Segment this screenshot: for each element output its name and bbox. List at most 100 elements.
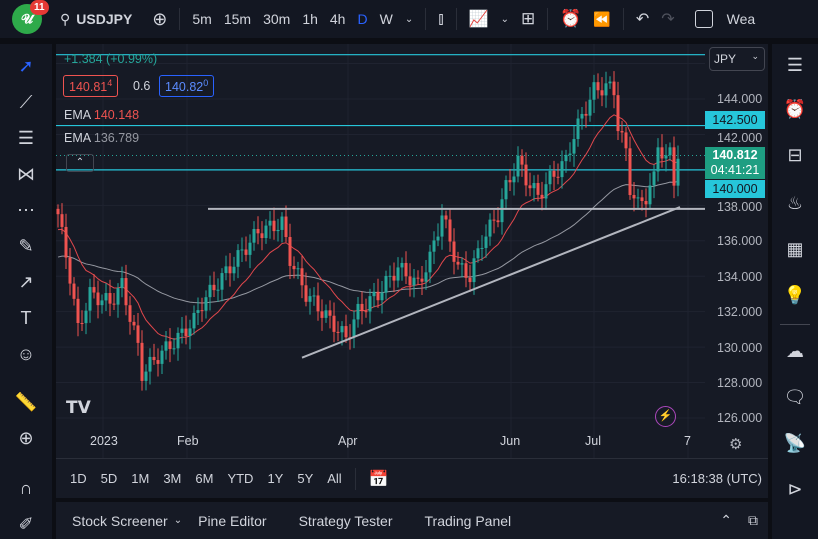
currency-select[interactable]: JPY ⌄ <box>709 47 765 71</box>
interval-d[interactable]: D <box>357 11 368 27</box>
search-icon[interactable]: ⚲ <box>60 10 71 27</box>
candle-body <box>364 311 368 313</box>
range-1y[interactable]: 1Y <box>267 471 284 486</box>
replay-icon[interactable]: ⏪ <box>593 10 611 27</box>
object-tree-icon[interactable]: ⊟ <box>787 145 803 165</box>
candle-body <box>448 219 452 242</box>
interval-w[interactable]: W <box>379 11 393 27</box>
text-icon[interactable]: T <box>20 308 32 328</box>
interval-30m[interactable]: 30m <box>263 11 291 27</box>
fullscreen-icon[interactable] <box>694 10 713 28</box>
emoji-icon[interactable]: ☺ <box>16 344 36 364</box>
candle-type-icon[interactable]: ⫾ <box>438 9 444 28</box>
logo-avatar[interactable]: 𝓤 11 <box>12 0 49 34</box>
brush-icon[interactable]: ✎ <box>18 236 34 256</box>
price-tick: 126.000 <box>717 411 763 425</box>
collapse-legend-button[interactable]: ⌃ <box>66 154 94 172</box>
candle-body <box>648 185 652 205</box>
layout-grid-icon[interactable]: ⊞ <box>520 9 536 28</box>
buy-button[interactable]: 140.820 <box>159 75 215 98</box>
magnet-icon[interactable]: ∩ <box>19 478 33 498</box>
lock-drawings-icon[interactable]: ✐ <box>18 514 34 534</box>
interval-5m[interactable]: 5m <box>192 11 212 27</box>
tradingview-logo[interactable]: 𝗧𝗩 <box>66 398 91 417</box>
arrow-icon[interactable]: ↗ <box>18 272 34 292</box>
range-1d[interactable]: 1D <box>70 471 87 486</box>
interval-4h[interactable]: 4h <box>329 11 346 27</box>
candle-body <box>560 161 564 178</box>
goto-date-icon[interactable]: 📅 <box>368 470 389 488</box>
range-5y[interactable]: 5Y <box>297 471 314 486</box>
ema-label: EMA <box>64 108 91 122</box>
chart-settings-icon[interactable]: ⚙ <box>729 436 743 453</box>
chat-cloud-icon[interactable]: ☁ <box>786 341 804 361</box>
range-1m[interactable]: 1M <box>131 471 150 486</box>
price-tick: 136.000 <box>717 234 763 248</box>
candle-body <box>244 249 248 255</box>
sell-button[interactable]: 140.814 <box>63 75 119 98</box>
candle-body <box>152 356 156 361</box>
watchlist-icon[interactable]: ☰ <box>786 55 804 75</box>
time-tick: Jun <box>500 434 521 448</box>
range-6m[interactable]: 6M <box>195 471 214 486</box>
redo-icon[interactable]: ↷ <box>661 11 675 28</box>
candle-body <box>188 328 192 337</box>
candle-body <box>668 147 672 156</box>
alert-tag-high[interactable]: 142.500 <box>705 111 765 129</box>
interval-1h[interactable]: 1h <box>302 11 318 27</box>
projection-icon[interactable]: ⋯ <box>17 200 35 220</box>
candle-body <box>620 131 624 133</box>
lightning-icon[interactable]: ⚡ <box>655 406 676 427</box>
candle-body <box>384 275 388 293</box>
tab-strategy-tester[interactable]: Strategy Tester <box>298 512 393 529</box>
price-chart[interactable] <box>56 44 768 458</box>
hotlist-fire-icon[interactable]: ♨ <box>786 193 804 213</box>
tab-trading-panel[interactable]: Trading Panel <box>424 512 512 529</box>
alert-tag-low[interactable]: 140.000 <box>705 180 765 198</box>
alarm-icon[interactable]: ⏰ <box>783 99 807 119</box>
candle-body <box>584 113 588 116</box>
alarm-add-icon[interactable]: ⏰ <box>560 9 582 28</box>
trendline-icon[interactable]: ⟋ <box>19 92 33 112</box>
tab-pine-editor[interactable]: Pine Editor <box>198 512 267 529</box>
candle-body <box>76 298 80 323</box>
ema-slow-legend[interactable]: EMA 136.789 <box>64 131 139 145</box>
range-ytd[interactable]: YTD <box>227 471 254 486</box>
interval-15m[interactable]: 15m <box>223 11 252 27</box>
symbol-search[interactable]: USDJPY <box>76 11 133 27</box>
compare-add-icon[interactable]: ⊕ <box>152 8 168 29</box>
pattern-icon[interactable]: ⋈ <box>17 164 35 184</box>
clock[interactable]: 16:18:38 (UTC) <box>672 471 762 486</box>
range-5d[interactable]: 5D <box>100 471 118 486</box>
candle-body <box>504 180 508 200</box>
tab-stock-screener[interactable]: Stock Screener <box>72 512 168 529</box>
candle-body <box>576 118 580 140</box>
candle-body <box>508 180 512 183</box>
chevron-down-icon[interactable]: ⌄ <box>173 515 183 526</box>
ideas-bulb-icon[interactable]: 💡 <box>783 285 807 305</box>
range-all[interactable]: All <box>327 471 342 486</box>
range-3m[interactable]: 3M <box>163 471 182 486</box>
candle-body <box>240 249 244 251</box>
ruler-icon[interactable]: 📏 <box>14 392 38 412</box>
cursor-icon[interactable]: ➚ <box>18 56 34 76</box>
calendar-icon[interactable]: ▦ <box>786 239 804 259</box>
undo-icon[interactable]: ↶ <box>635 11 650 28</box>
streams-icon[interactable]: 📡 <box>783 433 807 453</box>
fib-lines-icon[interactable]: ☰ <box>17 128 35 148</box>
zoom-in-icon[interactable]: ⊕ <box>18 428 34 448</box>
chevron-down-icon[interactable]: ⌄ <box>500 13 509 25</box>
maximize-panel-icon[interactable]: ⧉ <box>748 512 758 528</box>
candle-body <box>564 154 568 162</box>
candle-body <box>300 268 304 286</box>
indicators-icon[interactable]: 📈 <box>468 11 489 28</box>
chevron-down-icon[interactable]: ⌄ <box>404 13 414 25</box>
candle-body <box>420 278 424 282</box>
ema-fast-legend[interactable]: EMA 140.148 <box>64 108 139 122</box>
candle-body <box>556 176 560 178</box>
play-icon[interactable]: ⊳ <box>787 479 803 499</box>
chart-pane[interactable] <box>56 44 768 458</box>
candle-body <box>116 288 120 305</box>
messages-icon[interactable]: 🗨 <box>783 387 807 407</box>
chevron-up-icon[interactable]: ⌃ <box>720 512 732 528</box>
